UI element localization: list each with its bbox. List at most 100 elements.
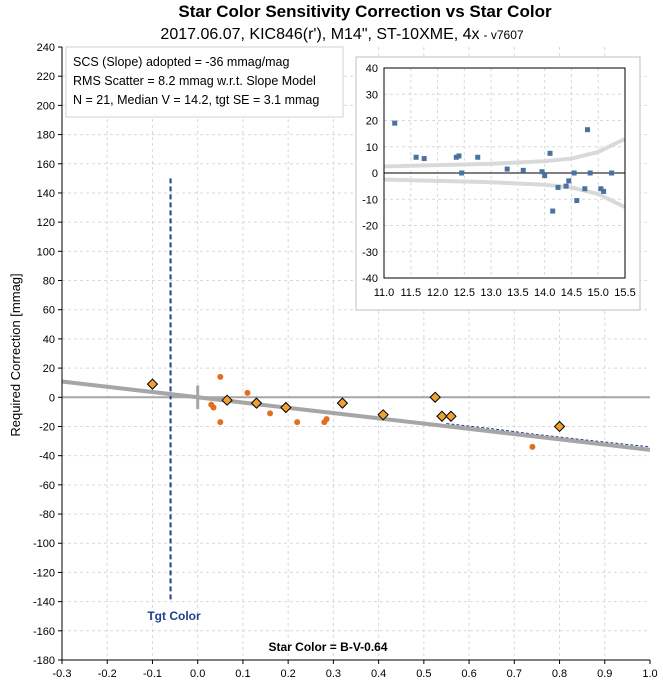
inset-data-point [598,186,604,192]
target-color-label: Tgt Color [147,609,201,623]
inset-data-point [609,170,615,176]
data-point-diamond [377,409,389,421]
data-point-dot [323,416,330,423]
inset-data-point [563,183,569,189]
inset-data-point [574,198,580,204]
x-tick-label: 1.0 [642,668,657,680]
chart-title: Star Color Sensitivity Correction vs Sta… [178,2,552,21]
inset-x-tick-label: 15.0 [588,287,609,299]
y-tick-label: -160 [33,626,55,638]
inset-data-point [453,154,459,160]
y-axis-label: Required Correction [mmag] [8,273,23,436]
inset-data-point [421,156,427,162]
inset-data-point [542,173,548,179]
inset-data-point [566,178,572,184]
y-tick-label: -140 [33,597,55,609]
chart-subtitle-text: 2017.06.07, KIC846(r'), M14", ST-10XME, … [160,26,479,43]
inset-data-point [555,184,561,190]
y-tick-label: 20 [43,363,55,375]
data-point-diamond [146,378,159,390]
inset-y-tick-label: 20 [366,116,378,128]
y-tick-label: 140 [37,188,55,200]
inset-x-tick-label: 11.5 [400,287,421,299]
data-point-dot [294,419,301,426]
inset-y-tick-label: 10 [366,142,378,154]
y-tick-label: 200 [37,100,55,112]
y-tick-label: 220 [37,71,55,83]
inset-x-tick-label: 11.0 [374,287,395,299]
inset-data-point [582,186,588,192]
data-point-dot [217,373,224,380]
x-tick-label: 0.8 [552,668,567,680]
inset-plot-frame [383,67,626,279]
x-tick-label: 0.6 [461,668,476,680]
data-point-dot [217,419,224,426]
inset-x-tick-label: 13.5 [507,287,528,299]
y-tick-label: -80 [39,509,55,521]
x-tick-label: 0.3 [326,668,341,680]
y-tick-label: 240 [37,42,55,54]
inset-y-tick-label: 30 [366,89,378,101]
inset-x-tick-label: 12.0 [427,287,448,299]
inset-data-point [413,154,419,160]
y-tick-label: -60 [39,480,55,492]
inset-y-tick-label: -40 [362,273,378,285]
y-tick-label: 0 [49,392,55,404]
y-tick-label: 80 [43,276,55,288]
info-line-3: N = 21, Median V = 14.2, tgt SE = 3.1 mm… [73,93,319,107]
data-point-dot [529,443,536,450]
inset-data-point [587,170,593,176]
data-point-dot [210,404,217,411]
data-point-diamond [221,394,233,406]
x-axis-label: Star Color = B-V-0.64 [268,640,387,654]
main-axes: -0.3 -0.2 -0.1 0.0 0.1 0.2 0.3 0.4 0.5 0.6 0.7 0.8 0… [33,42,658,680]
inset-data-point [459,170,465,176]
inset-data-point [504,166,510,172]
fit-curve [446,423,651,448]
inset-data-point [601,188,607,194]
inset-data-point [539,169,545,175]
y-tick-label: 40 [43,334,55,346]
x-tick-label: 0.7 [507,668,522,680]
inset-y-tick-label: -30 [362,247,378,259]
inset-x-tick-label: 14.5 [561,287,582,299]
chart-version: - v7607 [484,28,524,42]
data-point-diamond [280,401,292,414]
inset-data-point [456,153,462,159]
x-tick-label: 0.2 [281,668,296,680]
x-tick-label: 0.4 [371,668,386,680]
inset-data-point [392,120,398,126]
inset-axes: 11.0 11.5 12.0 12.5 13.0 13.5 14.0 14.5 15.0 15.5… [362,63,636,299]
y-tick-label: -20 [39,421,55,433]
inset-y-tick-label: 40 [366,63,378,75]
x-tick-label: 0.0 [190,668,205,680]
x-tick-label: 0.1 [235,668,250,680]
y-tick-label: 60 [43,305,55,317]
y-tick-label: 120 [37,217,55,229]
inset-envelope-lower [383,177,626,209]
data-point-dot [244,389,251,396]
inset-data-point [571,170,577,176]
info-line-2: RMS Scatter = 8.2 mmag w.r.t. Slope Mode… [73,74,316,88]
inset-x-tick-label: 15.5 [614,287,635,299]
inset-chart: 11.0 11.5 12.0 12.5 13.0 13.5 14.0 14.5 15.0 15.5… [355,56,641,311]
y-tick-label: 160 [37,159,55,171]
inset-envelope-upper [383,137,626,169]
x-tick-label: -0.1 [143,668,162,680]
y-tick-label: 180 [37,130,55,142]
y-tick-label: -180 [33,655,55,667]
inset-marks [383,120,626,214]
y-tick-label: -40 [39,451,55,463]
chart-subtitle: 2017.06.07, KIC846(r'), M14", ST-10XME, … [160,26,523,43]
data-point-diamond [336,397,349,409]
data-point-diamond [445,410,457,422]
inset-data-point [585,127,591,133]
x-tick-label: 0.9 [597,668,612,680]
y-tick-label: 100 [37,246,55,258]
inset-data-point [550,208,556,214]
info-line-1: SCS (Slope) adopted = -36 mmag/mag [73,55,289,69]
info-box: SCS (Slope) adopted = -36 mmag/mag RMS S… [65,46,344,118]
data-point-diamond [429,391,441,403]
